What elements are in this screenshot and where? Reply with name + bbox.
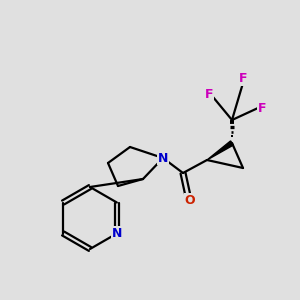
Text: F: F [239,73,247,85]
Text: F: F [258,101,266,115]
Text: N: N [112,227,122,240]
Text: N: N [158,152,168,164]
Polygon shape [207,141,233,160]
Text: F: F [205,88,213,100]
Text: O: O [185,194,195,206]
